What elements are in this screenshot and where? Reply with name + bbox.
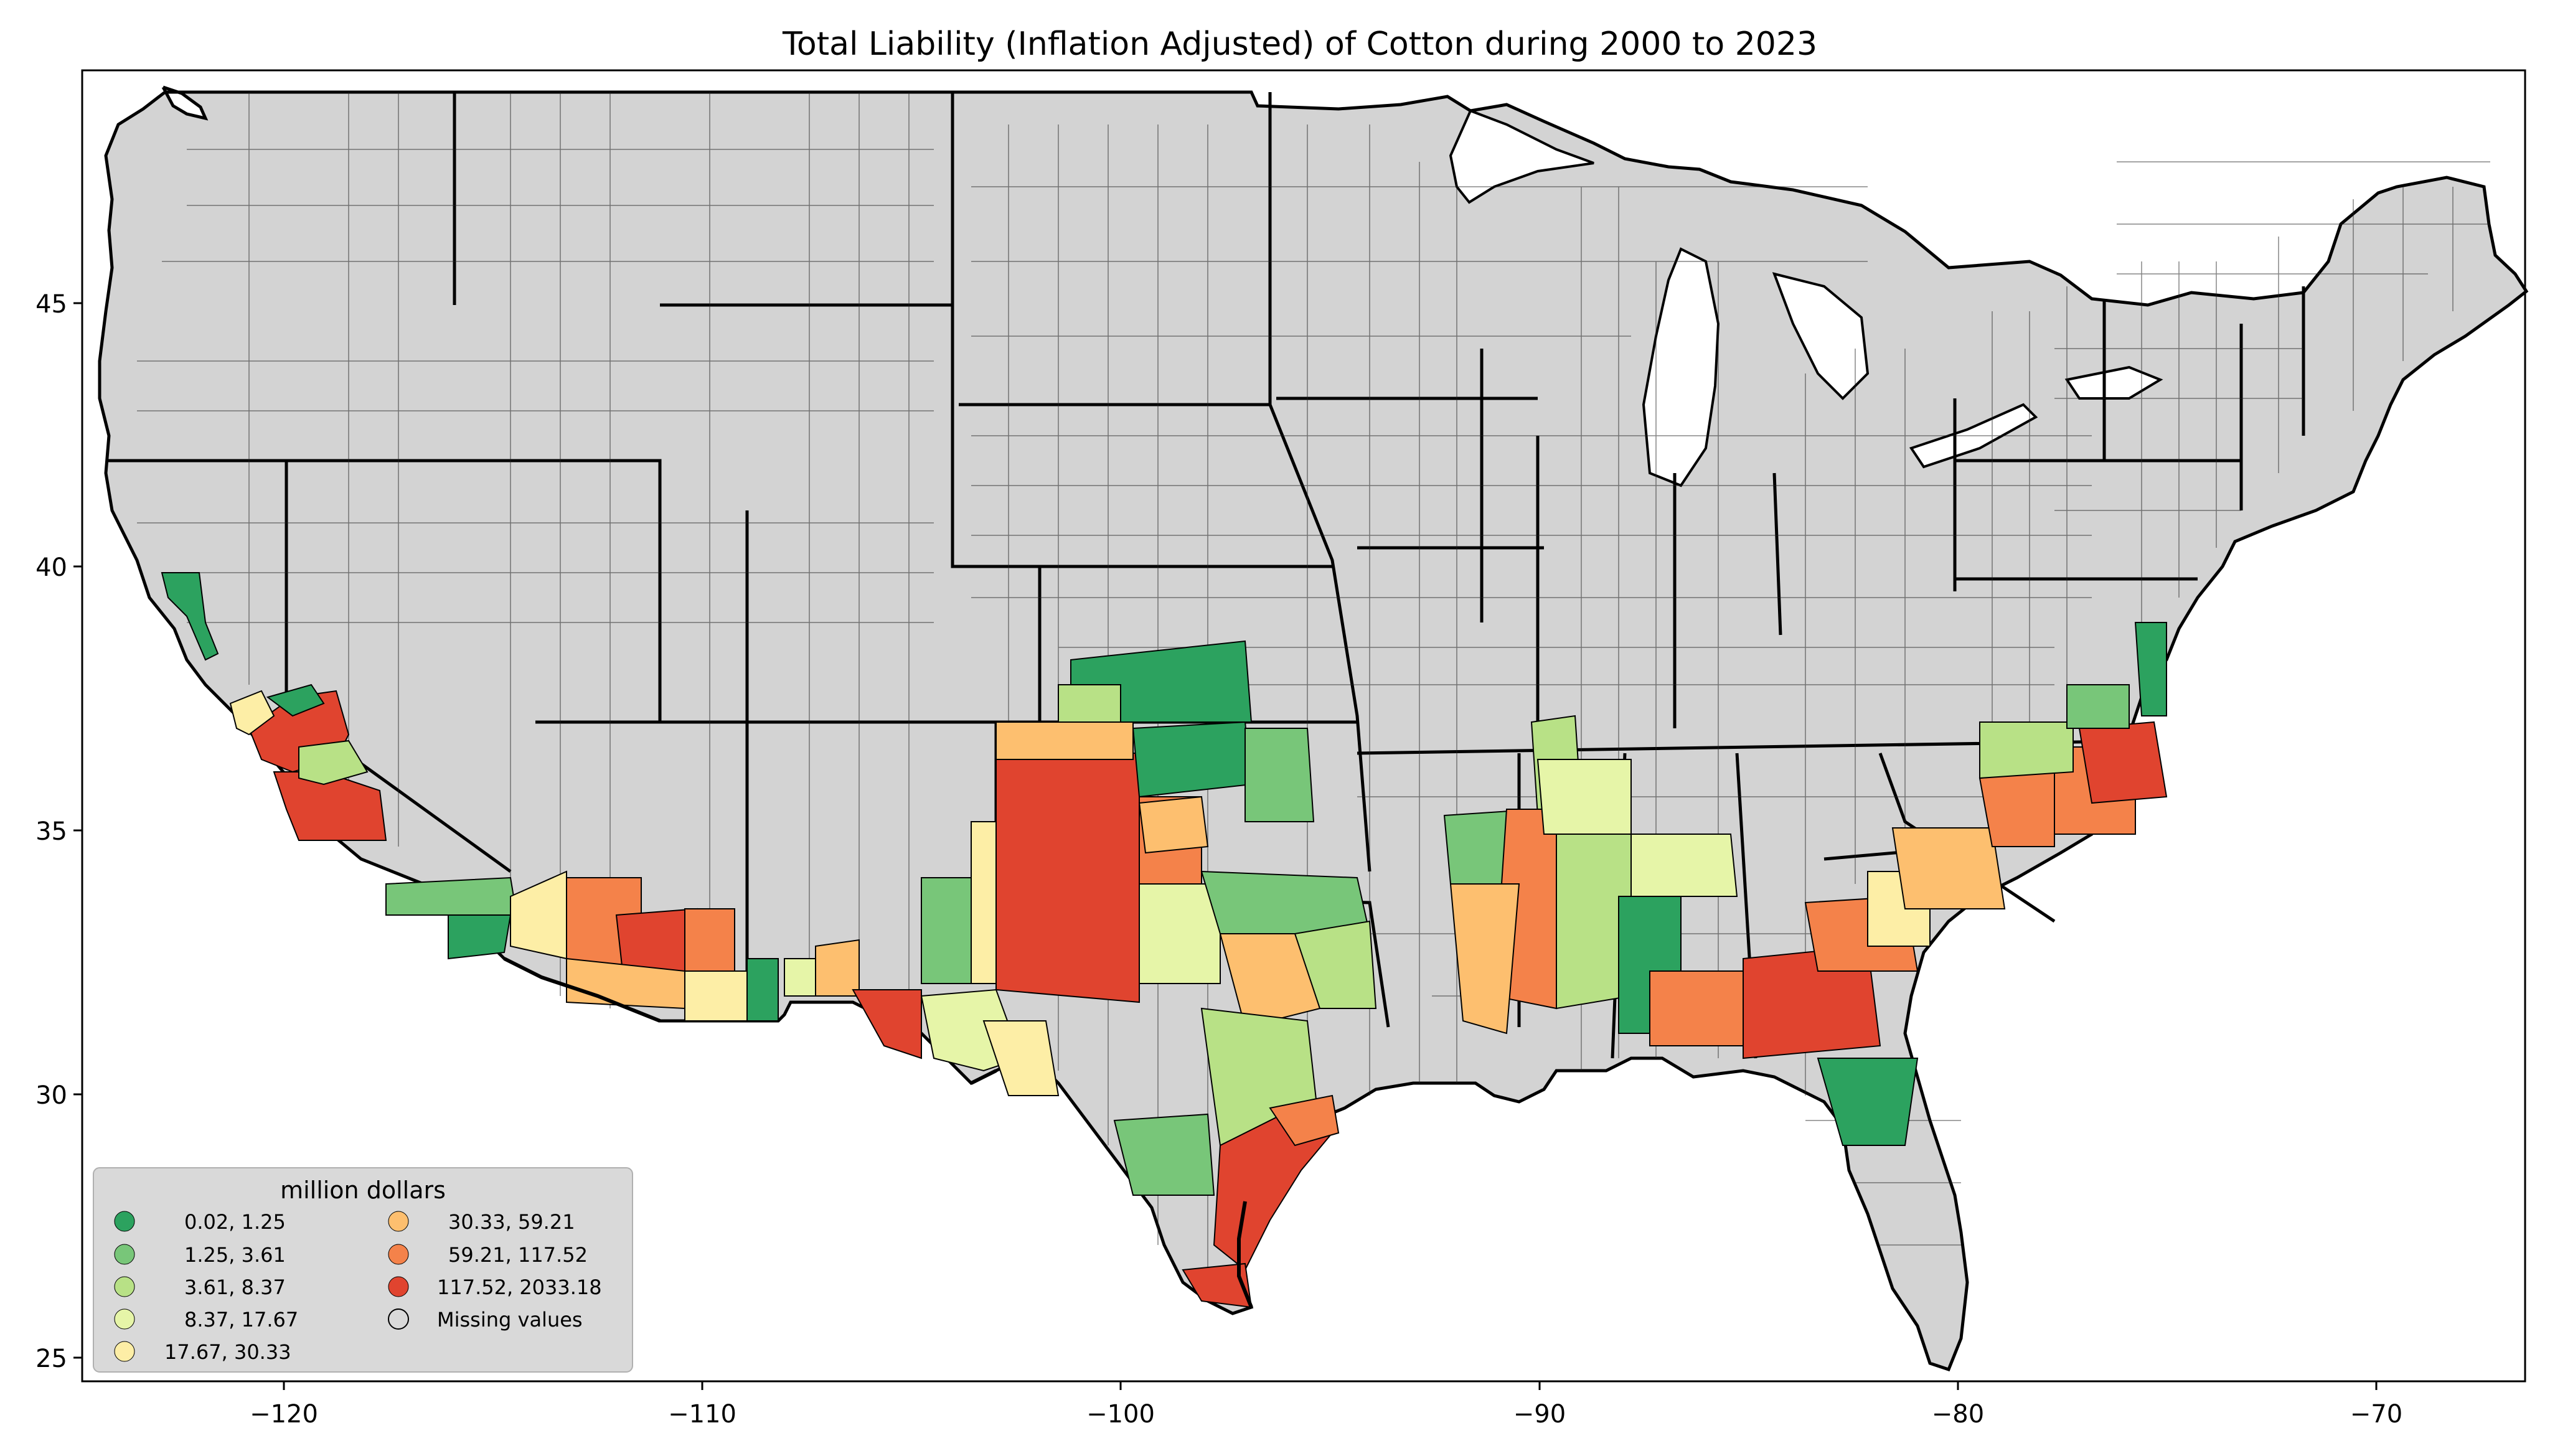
region-ok-central xyxy=(1244,728,1315,822)
x-tick-label: −90 xyxy=(1513,1400,1566,1429)
legend-swatch xyxy=(114,1276,135,1297)
region-ks-south-central xyxy=(1058,684,1121,723)
region-tn-west xyxy=(1536,759,1632,835)
region-fl-panhandle xyxy=(1817,1058,1919,1146)
legend-label: Missing values xyxy=(437,1308,583,1332)
region-la-northeast xyxy=(1449,883,1520,1035)
y-tick-label: 30 xyxy=(35,1081,67,1110)
y-axis: 45 40 35 30 25 xyxy=(35,290,82,1373)
region-tx-high-plains xyxy=(995,753,1140,1003)
lake-ontario xyxy=(2064,365,2163,400)
legend-swatch xyxy=(114,1341,135,1362)
legend-swatch xyxy=(114,1308,135,1330)
region-sc-pee-dee xyxy=(1978,771,2055,847)
region-nc-piedmont xyxy=(1979,721,2074,779)
legend-swatch xyxy=(114,1244,135,1265)
legend-swatch xyxy=(114,1211,135,1232)
legend-label: 59.21, 117.52 xyxy=(448,1243,588,1267)
region-tx-high-plains-north xyxy=(995,721,1134,760)
region-ca-kings xyxy=(298,740,369,786)
legend-box xyxy=(93,1167,633,1373)
legend-swatch xyxy=(388,1211,409,1232)
legend-label: 17.67, 30.33 xyxy=(164,1340,291,1364)
region-nm-luna xyxy=(815,939,860,997)
region-ca-imperial xyxy=(385,876,518,916)
region-ok-west xyxy=(1138,796,1209,854)
lake-superior xyxy=(1449,109,1594,204)
region-tx-coastal-bend xyxy=(1269,1094,1340,1147)
region-tx-el-paso xyxy=(852,989,922,1059)
region-tx-east xyxy=(1294,920,1377,1009)
region-nm-hidalgo xyxy=(746,958,779,1022)
legend-label: 30.33, 59.21 xyxy=(448,1210,575,1234)
region-az-cochise xyxy=(684,970,748,1022)
legend-label: 0.02, 1.25 xyxy=(184,1210,286,1234)
legend-missing-swatch xyxy=(388,1308,409,1330)
y-tick-label: 25 xyxy=(35,1345,67,1373)
region-tx-trans-pecos xyxy=(982,1020,1060,1096)
legend-label: 117.52, 2033.18 xyxy=(437,1275,602,1299)
county-grid xyxy=(137,92,2490,1295)
region-va-southeast xyxy=(2066,684,2130,729)
region-al-north xyxy=(1630,834,1738,897)
map-title: Total Liability (Inflation Adjusted) of … xyxy=(782,26,1817,63)
legend: million dollars 0.02, 1.25 1.25, 3.61 3.… xyxy=(93,1167,633,1373)
legend-label: 1.25, 3.61 xyxy=(184,1243,286,1267)
legend-swatch xyxy=(388,1276,409,1297)
x-tick-label: −70 xyxy=(2350,1400,2402,1429)
region-ca-sacramento xyxy=(161,572,219,661)
x-tick-label: −120 xyxy=(250,1400,318,1429)
region-de-md xyxy=(2134,622,2167,716)
coastline xyxy=(503,957,1253,1308)
y-tick-label: 45 xyxy=(35,290,67,319)
region-al-south xyxy=(1649,970,1744,1046)
y-tick-label: 35 xyxy=(35,817,67,846)
legend-swatch xyxy=(388,1244,409,1265)
x-tick-label: −110 xyxy=(668,1400,736,1429)
region-tx-south xyxy=(1113,1113,1215,1196)
region-ca-fresno xyxy=(229,690,275,736)
region-tx-red-river xyxy=(1200,870,1371,934)
region-ca-tulare xyxy=(266,683,325,717)
legend-title: million dollars xyxy=(280,1177,446,1204)
x-tick-label: −80 xyxy=(1932,1400,1984,1429)
region-nm-chaves xyxy=(921,877,972,984)
region-sc-midlands xyxy=(1891,827,2006,909)
region-tx-rolling-east xyxy=(1139,883,1221,984)
region-nm-lea xyxy=(971,821,997,984)
legend-label: 3.61, 8.37 xyxy=(184,1275,286,1299)
region-nc-northeast xyxy=(2078,721,2168,804)
y-tick-label: 40 xyxy=(35,553,67,582)
region-ok-southwest xyxy=(1132,721,1253,798)
choropleth-regions xyxy=(161,572,2168,1308)
region-ca-riverside xyxy=(448,914,512,960)
x-axis: −120 −110 −100 −90 −80 −70 xyxy=(250,1381,2402,1429)
legend-label: 8.37, 17.67 xyxy=(184,1308,298,1332)
region-nm-dona-ana xyxy=(784,958,816,997)
region-az-graham xyxy=(684,908,735,972)
x-tick-label: −100 xyxy=(1086,1400,1155,1429)
